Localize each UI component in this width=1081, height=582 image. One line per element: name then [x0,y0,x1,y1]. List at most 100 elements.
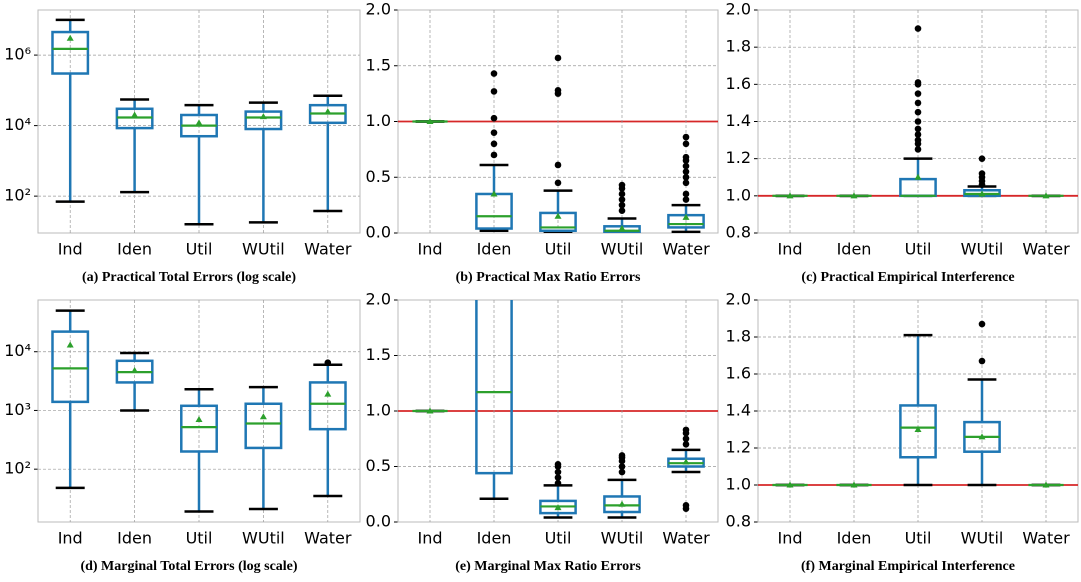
y-tick-label: 10² [4,186,31,205]
x-tick-label: Iden [837,529,872,548]
outlier [682,190,690,198]
outlier [682,502,690,509]
y-tick-label: 2.0 [726,290,751,309]
box [603,495,641,514]
y-tick-label: 1.8 [726,327,751,346]
box [899,404,937,459]
mean [131,111,139,118]
outlier [490,140,498,148]
x-tick-label: Water [304,529,352,548]
outlier [682,162,690,170]
x-tick-label: Ind [777,240,802,259]
y-tick-label: 2.0 [366,290,391,309]
y-tick-label: 1.0 [726,185,751,204]
x-tick-label: WUtil [242,240,285,259]
outlier [490,151,498,159]
outlier [554,468,562,476]
y-tick-label: 10⁴ [4,341,31,360]
mean [914,173,922,180]
outlier [682,173,690,181]
outlier [618,181,626,189]
y-tick-label: 1.4 [726,401,751,420]
x-tick-label: Iden [117,529,152,548]
outlier [682,441,690,448]
outlier [914,136,922,144]
panel: 10² 10⁴ 10⁶ Ind Iden Util WUtil Water (a) Practi… [4,9,361,285]
mean [195,119,203,126]
panel: 0.0 0.5 1.0 1.5 2.0 Ind Iden Util WUtil Water (e) … [366,290,719,574]
x-tick-label: Water [662,240,710,259]
x-tick-label: Water [304,240,352,259]
mean [66,34,74,41]
outlier [914,131,922,138]
x-tick-label: Util [545,529,572,548]
outlier [618,190,626,198]
outlier [914,118,922,125]
outlier [554,179,562,187]
outlier [978,357,986,365]
y-tick-label: 0.5 [366,167,391,186]
mean [1042,192,1050,199]
x-tick-label: Water [1022,529,1070,548]
x-tick-label: WUtil [242,529,285,548]
outlier [618,201,626,209]
y-tick-label: 0.0 [366,223,391,242]
x-tick-label: Ind [777,529,802,548]
x-tick-label: Water [1022,240,1070,259]
mean [554,504,562,511]
panel-caption: (f) Marginal Empirical Interference [801,559,1015,574]
x-tick-label: Ind [417,240,442,259]
outlier [682,133,690,141]
outlier [490,88,498,95]
outlier [682,168,690,175]
outlier [618,196,626,203]
y-tick-label: 10³ [4,400,31,419]
mean [490,190,498,197]
y-tick-label: 1.6 [726,364,751,383]
y-tick-label: 10⁶ [4,45,31,64]
mean [978,433,986,440]
mean [554,212,562,219]
x-tick-label: Iden [837,240,872,259]
box [244,402,283,450]
mean [914,426,922,432]
x-tick-label: WUtil [601,240,644,259]
outlier [682,140,690,148]
x-tick-label: Util [186,240,213,259]
y-tick-label: 1.0 [366,111,391,130]
outlier [978,320,986,328]
plot-area [398,300,718,522]
outlier [914,108,922,116]
box [244,110,283,131]
y-tick-label: 10² [4,459,31,478]
mean [324,390,332,397]
outlier [490,70,498,77]
outlier [914,146,922,153]
x-tick-label: Ind [417,529,442,548]
mean [850,192,858,199]
outlier [324,359,332,367]
outlier [914,99,922,107]
outlier [490,114,498,122]
x-tick-label: Iden [117,240,152,259]
mean [195,416,203,423]
plot-area [398,10,718,233]
outlier [682,153,690,161]
outlier [978,155,986,162]
y-tick-label: 2.0 [726,0,751,19]
outlier [554,474,562,481]
y-tick-label: 10⁴ [4,115,31,134]
outlier [618,207,626,214]
panel-caption: (b) Practical Max Ratio Errors [456,270,641,285]
y-tick-label: 1.5 [366,345,391,364]
box [51,30,90,75]
outlier [914,90,922,97]
mean [850,481,858,488]
panel: 0.0 0.5 1.0 1.5 2.0 Ind Iden Util WUtil Water (b) … [366,0,719,285]
mean [682,458,690,465]
box [51,330,90,404]
plot-area [758,10,1078,233]
outlier [618,452,626,459]
mean [426,118,434,124]
